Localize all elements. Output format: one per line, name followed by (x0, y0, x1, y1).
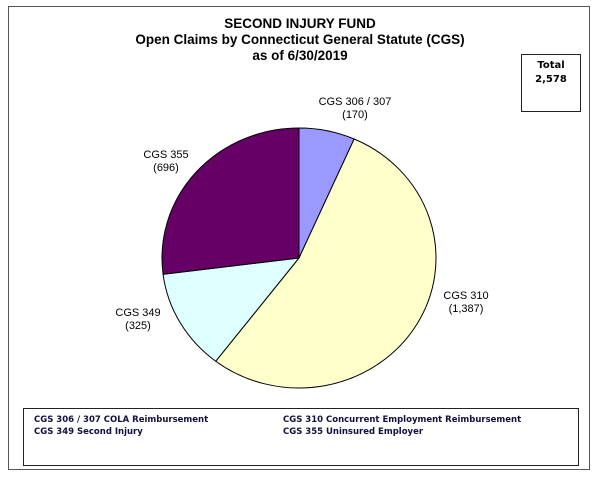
pie-slice-2 (215, 138, 437, 389)
slice-label-355: CGS 355 (696) (143, 149, 189, 174)
total-value: 2,578 (535, 74, 567, 85)
chart-title: SECOND INJURY FUND (224, 16, 376, 31)
slice-label-349: CGS 349 (325) (115, 307, 161, 332)
slice-label-310: CGS 310 (1,387) (443, 290, 489, 315)
pie-slice-3 (162, 257, 301, 362)
total-box: Total 2,578 (521, 54, 581, 112)
chart-frame (8, 6, 590, 470)
legend-item: CGS 349 Second Injury (34, 427, 143, 437)
chart-title-block: SECOND INJURY FUND Open Claims by Connec… (100, 16, 500, 64)
chart-subtitle: Open Claims by Connecticut General Statu… (135, 32, 465, 47)
pie-slice-4 (161, 127, 300, 275)
total-label: Total (537, 60, 565, 71)
legend: CGS 306 / 307 COLA Reimbursement CGS 310… (23, 408, 579, 466)
slice-label-306-307: CGS 306 / 307 (170) (318, 96, 392, 121)
legend-item: CGS 310 Concurrent Employment Reimbursem… (283, 415, 522, 425)
chart-date: as of 6/30/2019 (252, 48, 348, 63)
legend-item: CGS 355 Uninsured Employer (283, 427, 424, 437)
legend-item: CGS 306 / 307 COLA Reimbursement (34, 415, 209, 425)
